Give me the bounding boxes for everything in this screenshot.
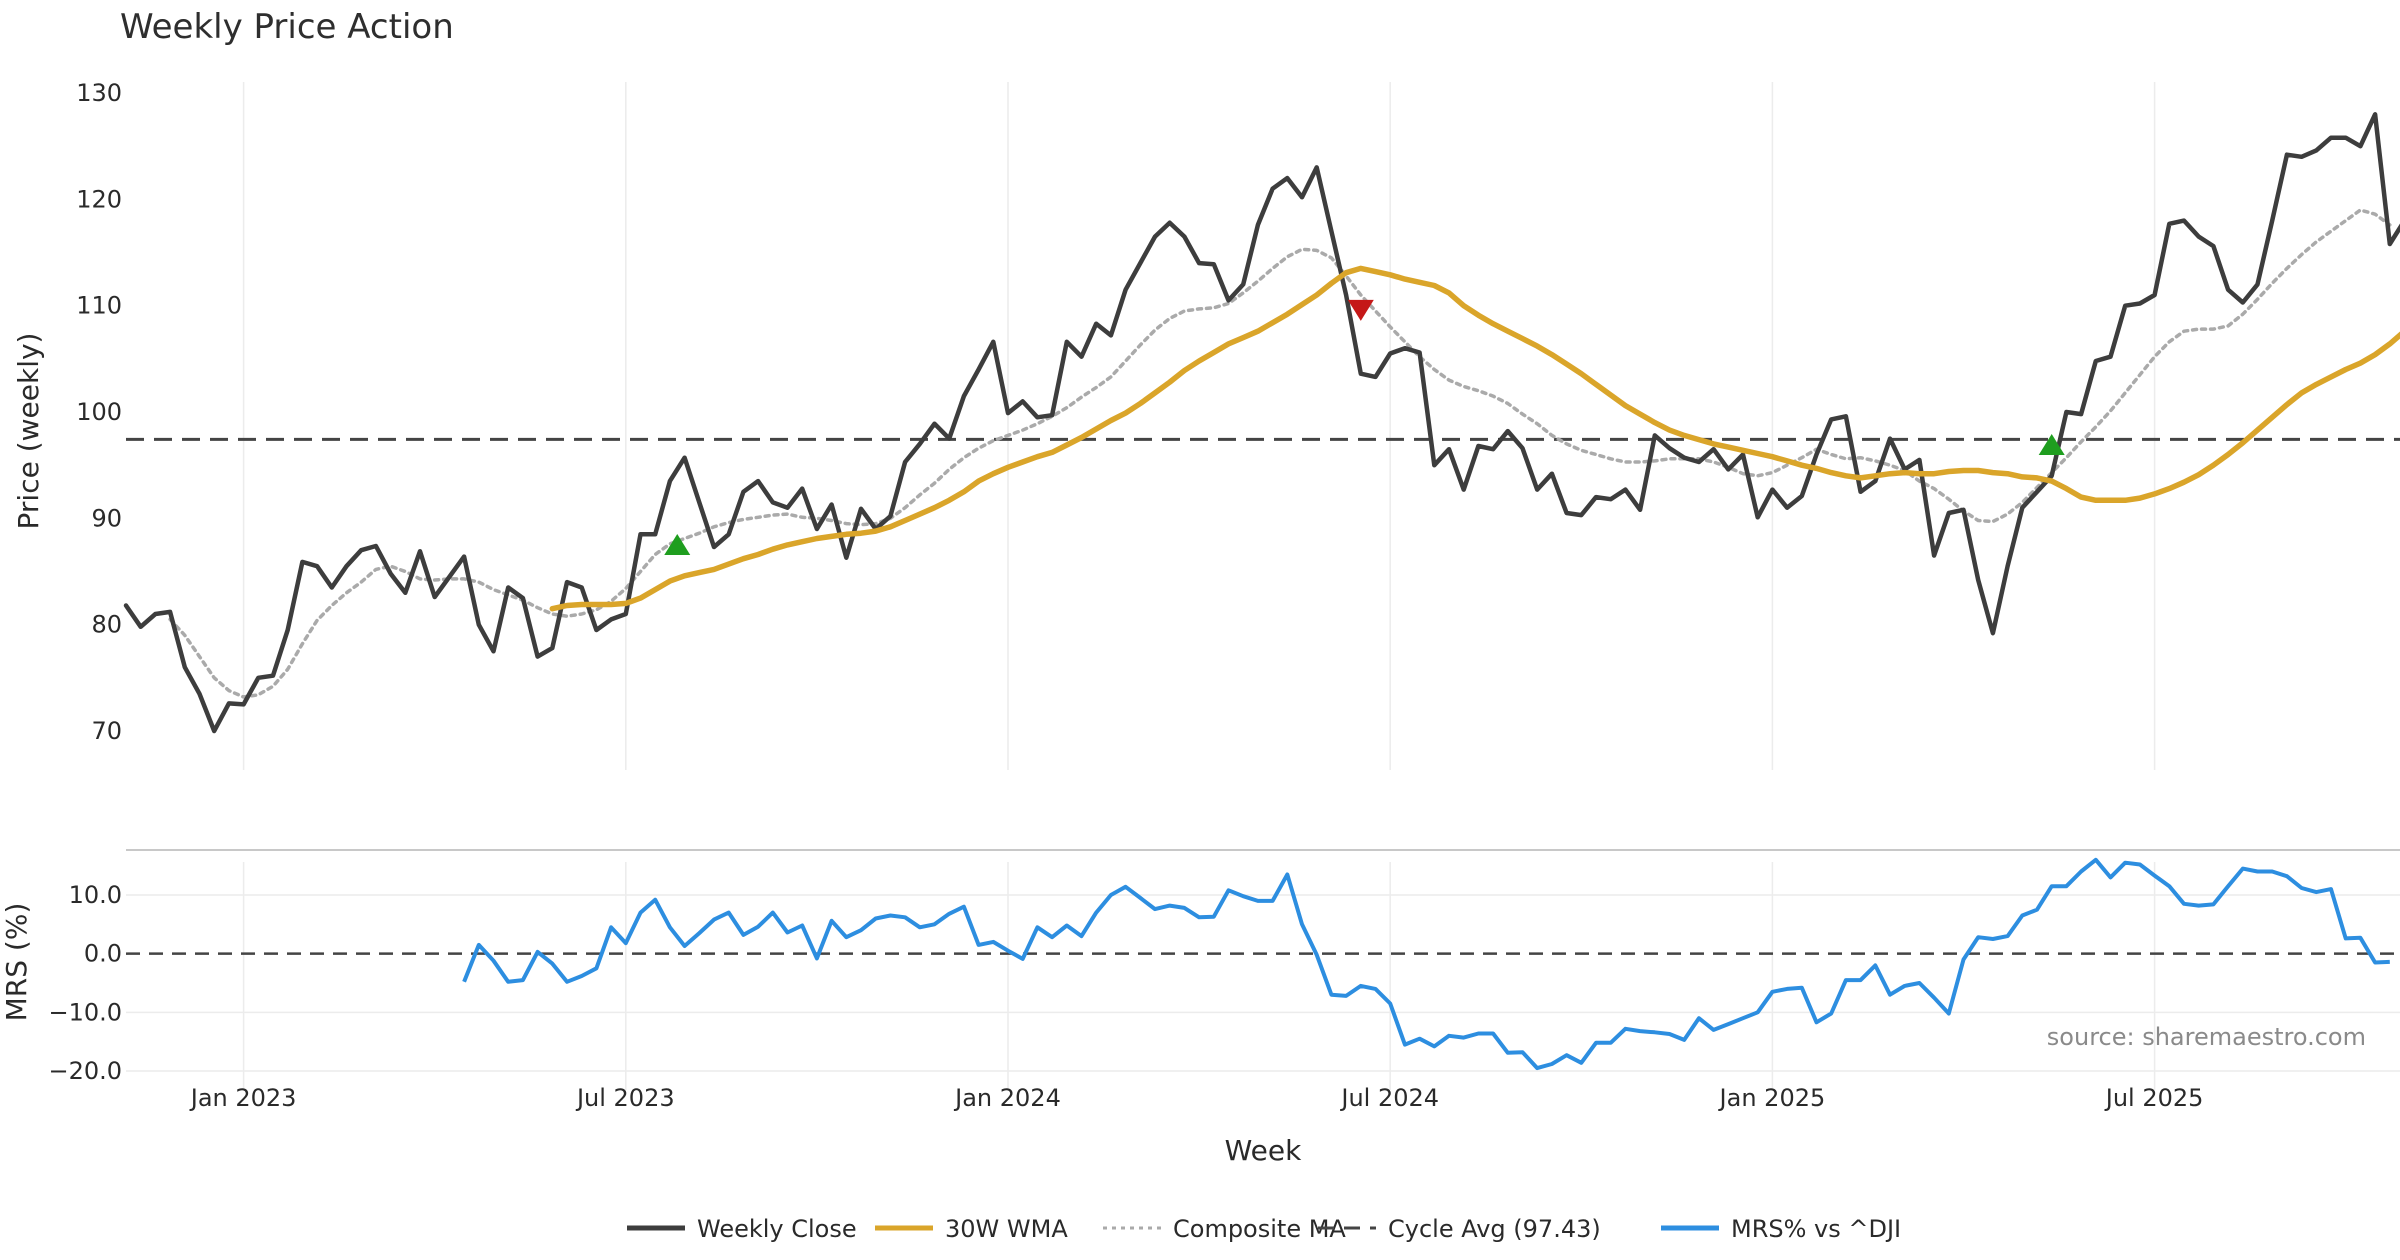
x-tick-label: Jan 2024 xyxy=(953,1084,1061,1112)
sell-signal-marker xyxy=(1347,299,1374,321)
price-y-tick-label: 110 xyxy=(76,292,122,320)
buy-signal-marker xyxy=(2038,434,2065,456)
price-y-tick-label: 130 xyxy=(76,79,122,107)
price-y-tick-label: 90 xyxy=(91,504,122,532)
legend-label: Composite MA xyxy=(1173,1215,1346,1243)
price-panel xyxy=(123,112,2400,734)
series-line-30w-wma xyxy=(549,265,2400,612)
legend-label: MRS% vs ^DJI xyxy=(1731,1215,1901,1243)
series-line-composite-ma xyxy=(168,208,2392,699)
legend-label: Cycle Avg (97.43) xyxy=(1388,1215,1601,1243)
mrs-panel xyxy=(126,857,2400,1071)
mrs-y-tick-label: 0.0 xyxy=(84,940,122,968)
x-tick-label: Jul 2025 xyxy=(2104,1084,2204,1112)
buy-signal-marker xyxy=(664,533,691,555)
series-line-mrs-vs-dji xyxy=(462,857,2390,1071)
x-tick-label: Jul 2023 xyxy=(575,1084,675,1112)
mrs-y-tick-label: −10.0 xyxy=(48,998,122,1026)
x-axis-label: Week xyxy=(1225,1134,1302,1167)
x-tick-label: Jan 2023 xyxy=(189,1084,297,1112)
source-note: source: sharemaestro.com xyxy=(2047,1023,2366,1051)
series-line-weekly-close xyxy=(123,112,2400,734)
mrs-y-tick-label: −20.0 xyxy=(48,1057,122,1085)
price-y-axis-label: Price (weekly) xyxy=(12,333,45,530)
x-tick-label: Jul 2024 xyxy=(1339,1084,1439,1112)
mrs-y-tick-label: 10.0 xyxy=(69,881,122,909)
grid-layer xyxy=(126,82,2400,1090)
chart-title: Weekly Price Action xyxy=(120,7,454,47)
price-y-tick-label: 70 xyxy=(91,717,122,745)
price-y-tick-label: 80 xyxy=(91,611,122,639)
x-tick-label: Jan 2025 xyxy=(1718,1084,1826,1112)
legend-label: 30W WMA xyxy=(945,1215,1068,1243)
legend-label: Weekly Close xyxy=(697,1215,857,1243)
legend: Weekly Close 30W WMA Composite MA Cycle Avg… xyxy=(627,1215,1901,1243)
axis-layer: Jan 2023 Jul 2023 Jan 2024 Jul 2024 Jan 2025… xyxy=(48,79,2203,1112)
price-y-tick-label: 120 xyxy=(76,185,122,213)
price-y-tick-label: 100 xyxy=(76,398,122,426)
mrs-y-axis-label: MRS (%) xyxy=(0,903,33,1022)
